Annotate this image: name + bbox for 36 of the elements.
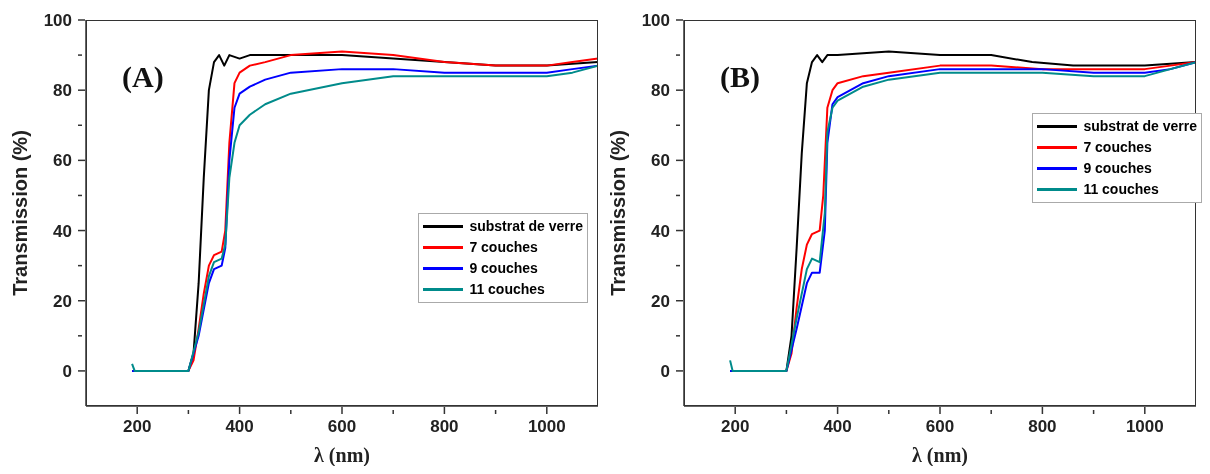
y-tick-label: 80 [53,81,72,101]
y-axis-title: Transmission (%) [9,130,32,296]
legend-label: 11 couches [1083,179,1159,199]
y-tick-label: 40 [53,221,72,241]
x-tick-label: 400 [225,417,254,436]
legend-label: 11 couches [469,280,545,299]
x-tick-label: 600 [925,417,955,436]
y-tick-label: 0 [62,361,72,381]
y-tick-label: 80 [651,81,670,101]
x-tick-label: 400 [823,417,852,436]
y-tick-label: 60 [53,151,72,171]
y-tick-label: 60 [651,151,670,171]
annotation: (A) [122,60,164,94]
x-tick-label: 200 [721,417,750,436]
legend-label: 9 couches [1083,158,1152,178]
legend-label: 9 couches [469,259,538,278]
y-tick-label: 100 [641,11,670,30]
x-axis-title: λ (nm) [314,444,370,467]
legend-label: substrat de verre [469,217,583,236]
legend-label: 7 couches [1083,137,1152,157]
y-tick-label: 100 [43,11,72,30]
y-tick-label: 20 [53,291,72,311]
y-tick-label: 20 [651,291,670,311]
y-tick-label: 0 [660,361,670,381]
legend-label: substrat de verre [1083,116,1197,136]
x-tick-label: 1000 [527,417,566,436]
annotation: (B) [720,60,760,94]
x-axis-title: λ (nm) [912,444,968,467]
x-tick-label: 800 [430,417,459,436]
x-tick-label: 200 [123,417,152,436]
legend-label: 7 couches [469,238,538,257]
x-tick-label: 600 [327,417,357,436]
y-axis-title: Transmission (%) [607,130,630,296]
y-tick-label: 40 [651,221,670,241]
x-tick-label: 1000 [1125,417,1164,436]
x-tick-label: 800 [1028,417,1057,436]
